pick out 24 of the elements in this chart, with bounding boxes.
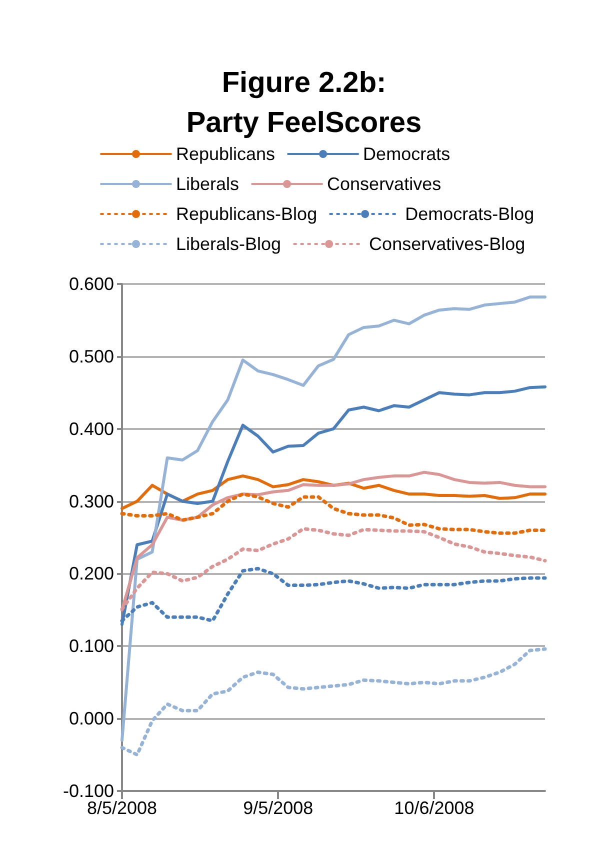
y-tick-label: 0.200 (68, 564, 114, 584)
line-series (120, 385, 546, 626)
chart-title: Figure 2.2b: Party FeelScores (186, 67, 422, 139)
legend-label: Liberals (176, 174, 240, 194)
y-tick-label: 0.000 (68, 708, 114, 729)
legend-label: Democrats-Blog (405, 204, 534, 224)
y-tick-label: 0.400 (68, 418, 114, 439)
legend-label: Republicans (176, 144, 276, 164)
legend-label: Conservatives (327, 174, 442, 194)
legend-label: Republicans-Blog (176, 204, 318, 224)
y-tick-label: 0.500 (68, 346, 114, 366)
line-series (120, 492, 547, 535)
y-tick-label: 0.600 (68, 274, 114, 294)
x-tick-label: 8/5/2008 (86, 798, 158, 818)
y-tick-label: -0.100 (62, 781, 114, 801)
line-series (120, 647, 547, 757)
legend-label: Conservatives-Blog (369, 234, 526, 254)
legend-label: Democrats (363, 144, 450, 164)
line-series (120, 296, 546, 742)
x-tick-label: 9/5/2008 (243, 798, 314, 818)
x-tick-label: 10/6/2008 (394, 798, 474, 818)
y-tick-label: 0.300 (68, 491, 114, 512)
legend-label: Liberals-Blog (176, 234, 282, 254)
y-tick-label: 0.100 (68, 636, 114, 656)
